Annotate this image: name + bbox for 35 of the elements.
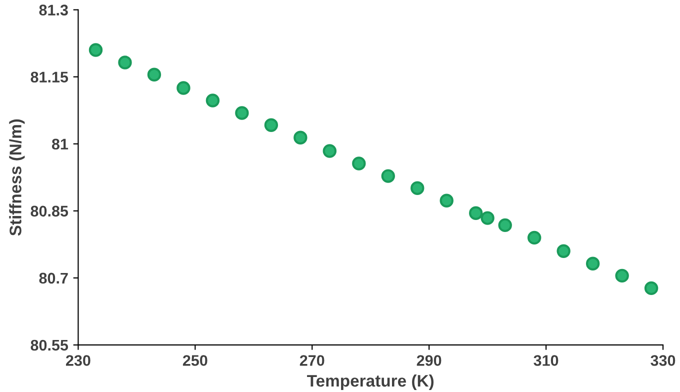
x-tick-label: 290 xyxy=(416,355,442,366)
x-axis-title: Temperature (K) xyxy=(307,374,434,390)
point xyxy=(586,256,600,270)
y-axis-title: Stiffness (N/m) xyxy=(9,119,25,236)
point xyxy=(644,281,658,296)
y-tick-label: 81.3 xyxy=(39,4,68,16)
y-tick-label: 80.55 xyxy=(30,340,68,351)
x-tick-label: 270 xyxy=(300,355,324,366)
point xyxy=(147,68,162,82)
point xyxy=(294,130,308,144)
point xyxy=(556,244,570,258)
point xyxy=(235,106,249,120)
x-tick-label: 310 xyxy=(534,355,558,366)
y-tick-label: 81 xyxy=(52,138,68,150)
x-tick-label: 230 xyxy=(66,355,90,366)
point xyxy=(88,43,103,57)
point xyxy=(118,56,132,70)
point xyxy=(469,206,483,220)
point xyxy=(206,94,220,108)
point xyxy=(322,144,337,158)
point xyxy=(264,118,278,132)
point xyxy=(381,169,395,183)
y-tick-label: 80.7 xyxy=(39,272,68,284)
y-tick-label: 80.85 xyxy=(30,206,68,217)
point xyxy=(498,218,512,232)
point xyxy=(176,81,190,95)
x-tick-label: 330 xyxy=(650,355,676,366)
point xyxy=(527,230,542,245)
point xyxy=(480,211,494,225)
y-tick-label: 81.15 xyxy=(30,72,68,83)
point xyxy=(410,181,424,195)
x-tick-label: 250 xyxy=(182,355,208,366)
point xyxy=(352,156,366,170)
point xyxy=(615,268,629,283)
point xyxy=(440,194,454,208)
